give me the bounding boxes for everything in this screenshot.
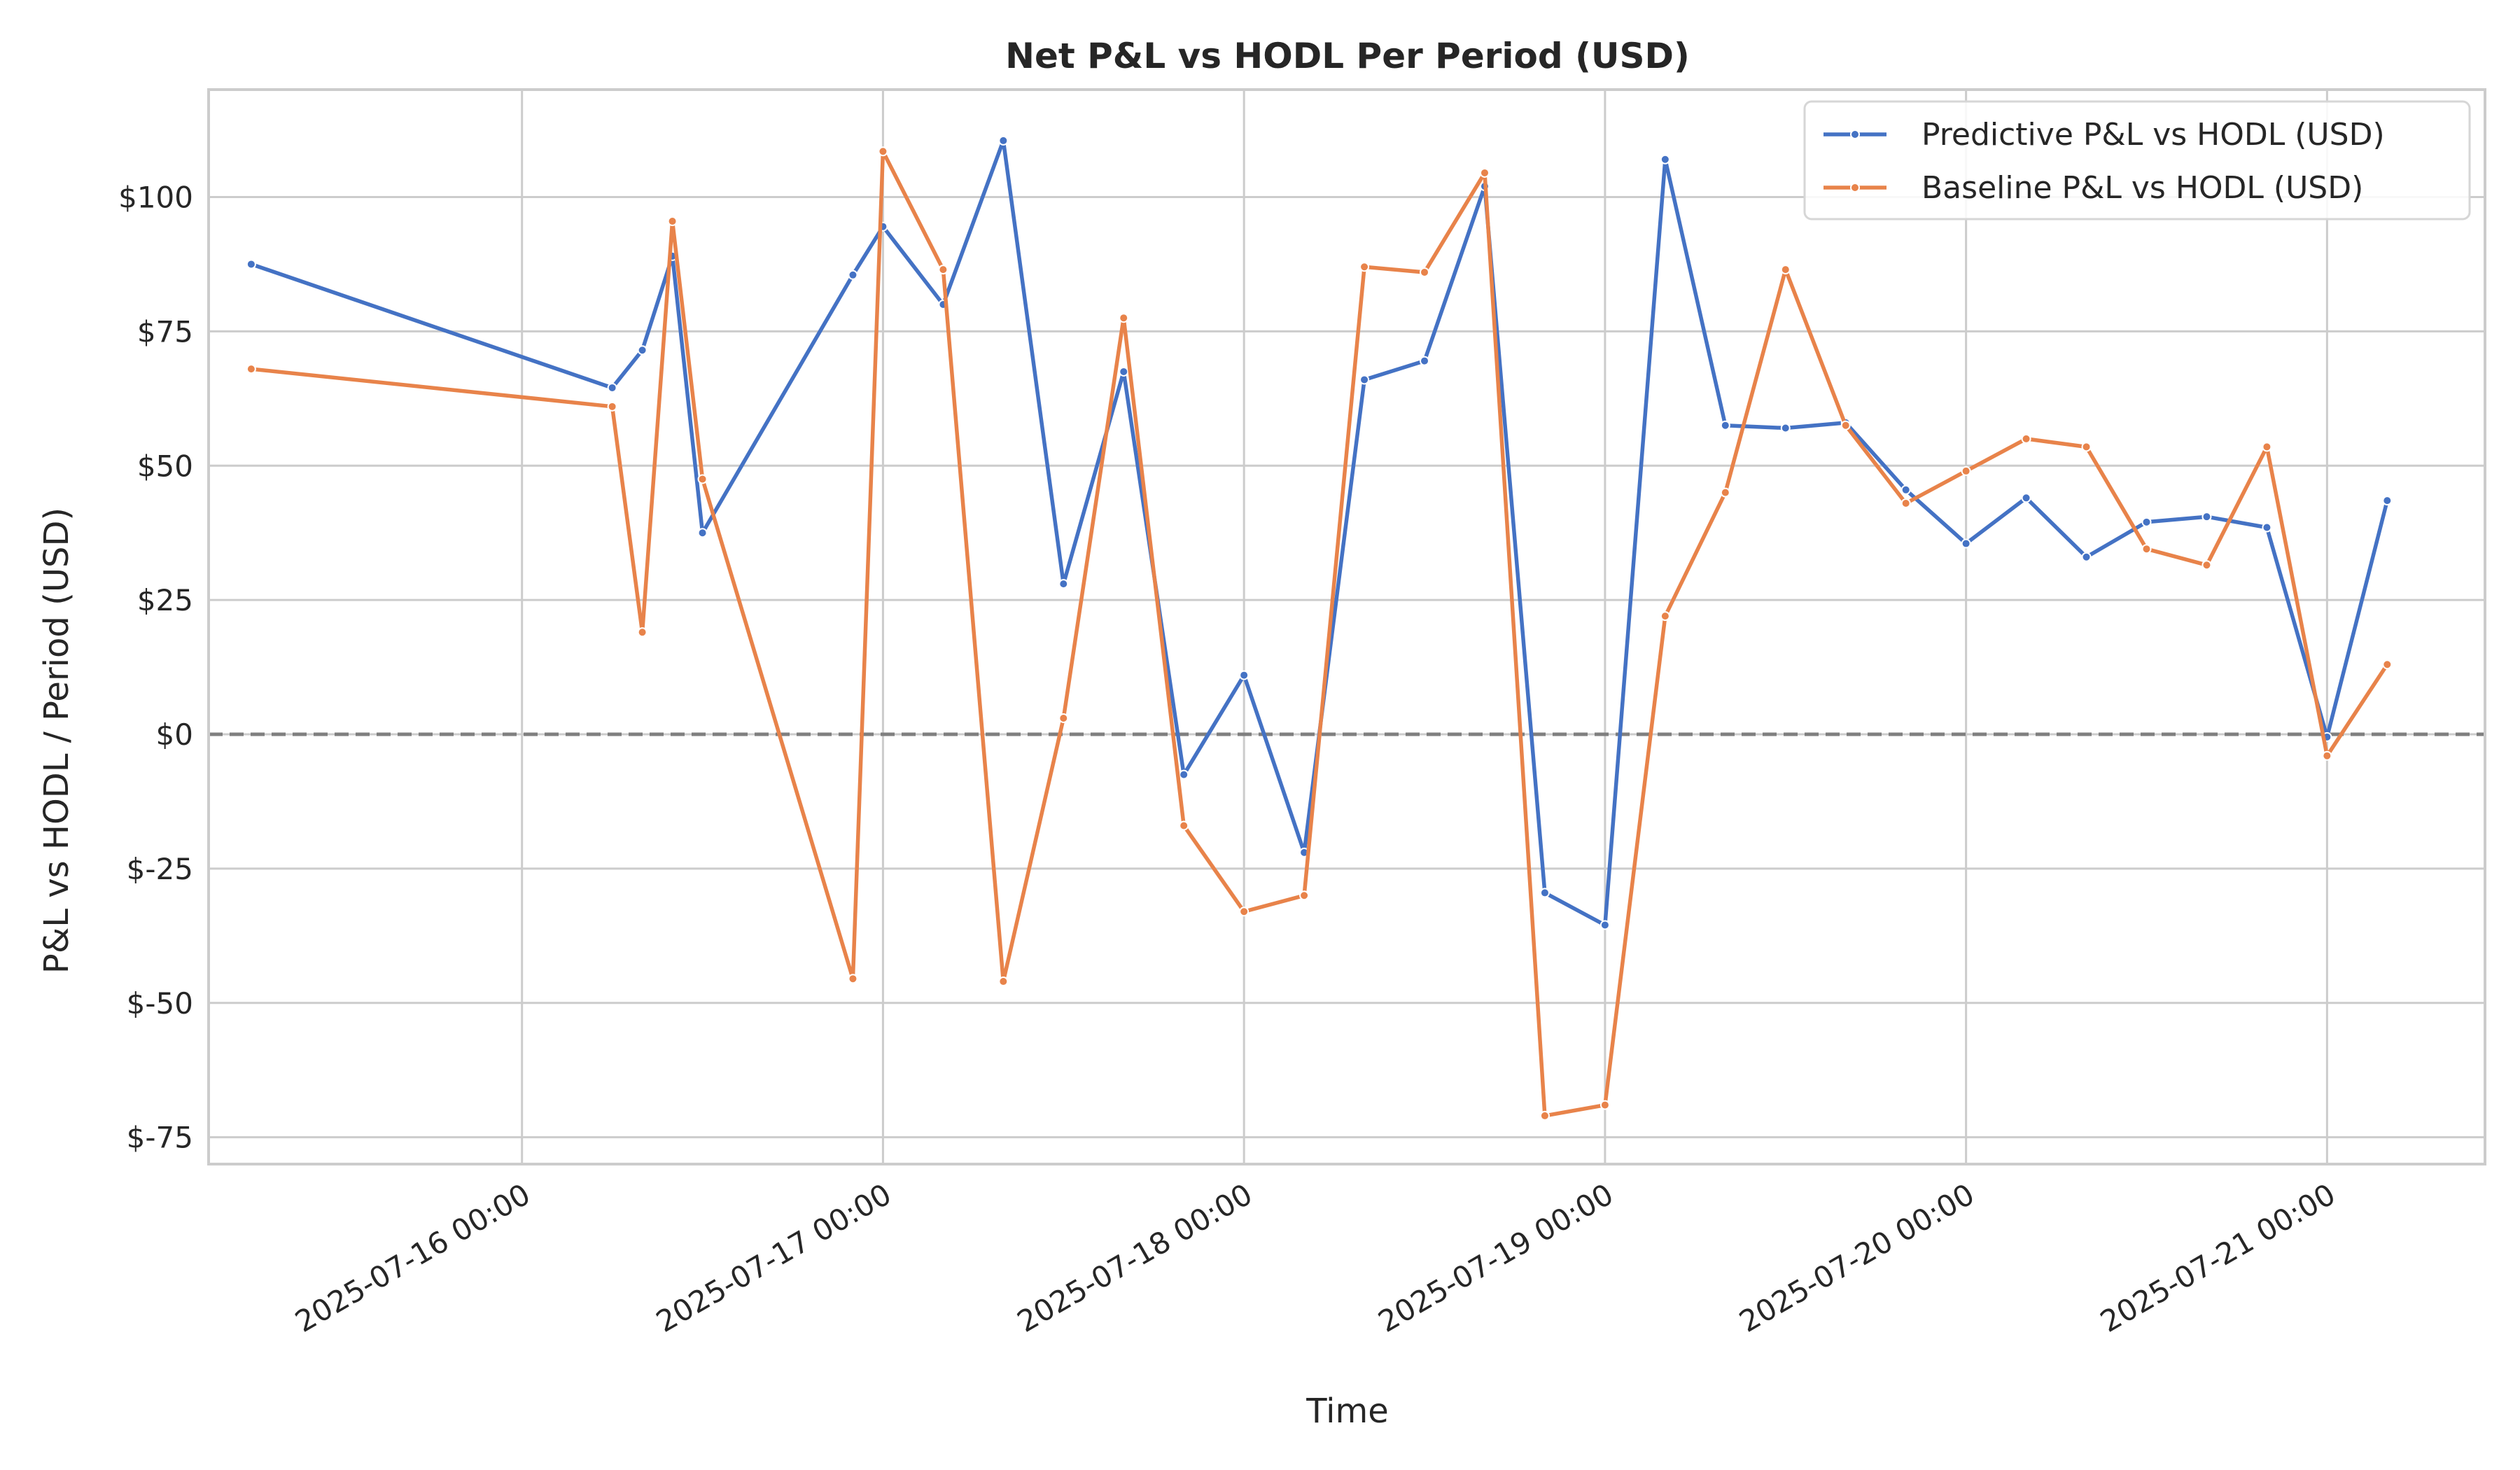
x-tick-label: 2025-07-18 00:00 [1011,1177,1258,1339]
y-tick-labels: $-75 $-50 $-25 $0 $25 $50 $75 $100 [118,181,193,1155]
data-point [246,259,256,270]
y-tick-label: $50 [137,449,193,483]
data-point [1539,888,1550,898]
data-point [1239,906,1250,917]
y-tick-label: $0 [156,718,193,752]
data-point [1780,423,1791,433]
data-point [998,976,1009,987]
data-point [1179,769,1189,780]
series-line-predictive [251,139,2389,927]
data-point [1359,262,1370,272]
y-tick-label: $-75 [127,1121,193,1155]
y-tick-label: $75 [137,314,193,349]
x-tick-label: 2025-07-17 00:00 [650,1177,897,1339]
legend: Predictive P&L vs HODL (USD) Baseline P&… [1803,100,2471,220]
data-point [1119,366,1129,377]
data-point [2141,544,2152,554]
data-point [998,135,1009,146]
data-point [1600,1100,1610,1110]
x-tick-label: 2025-07-16 00:00 [289,1177,536,1339]
data-point [1720,420,1730,430]
data-point [848,270,858,280]
y-tick-label: $25 [137,583,193,617]
y-axis-label: P&L vs HODL / Period (USD) [37,507,76,974]
data-point [2382,496,2393,506]
data-point [1299,890,1310,901]
data-point [2021,433,2031,444]
data-point [2262,442,2272,452]
chart-title: Net P&L vs HODL Per Period (USD) [1005,36,1690,76]
data-point [2322,750,2332,761]
data-point [607,382,617,393]
x-tick-label: 2025-07-20 00:00 [1733,1177,1980,1339]
data-point [1660,611,1670,622]
data-point [1660,154,1670,164]
data-point [1780,265,1791,275]
data-point [1900,484,1911,495]
x-tick-labels: 2025-07-16 00:00 2025-07-17 00:00 2025-07-… [289,1177,2341,1339]
data-point [2262,522,2272,533]
data-point [2021,493,2031,503]
y-tick-label: $-50 [127,986,193,1021]
data-point [1479,167,1490,178]
legend-marker-baseline [1850,183,1860,192]
data-point [1420,267,1430,277]
data-point [697,528,708,538]
data-point [848,974,858,984]
x-axis-label: Time [1306,1392,1388,1431]
data-point [1420,356,1430,366]
data-point [607,401,617,412]
data-point [667,216,678,227]
data-point [697,474,708,484]
data-point [1961,538,1971,549]
data-point [1058,713,1069,723]
data-point [938,265,948,275]
data-point [1720,487,1730,498]
data-point [1840,420,1851,430]
data-point [1900,498,1911,508]
data-point [1119,313,1129,323]
data-point [1239,670,1250,680]
data-point [1539,1110,1550,1121]
data-point [637,627,648,638]
data-point [2141,517,2152,527]
data-point [878,146,888,157]
data-point [2081,552,2092,562]
legend-box [1803,100,2471,220]
series-predictive [246,135,2393,930]
y-tick-label: $-25 [127,852,193,886]
data-point [1600,920,1610,930]
x-tick-label: 2025-07-19 00:00 [1373,1177,1619,1339]
data-point [2202,560,2212,570]
legend-label-baseline: Baseline P&L vs HODL (USD) [1921,170,2363,206]
data-point [1058,579,1069,589]
series-line-baseline [251,149,2389,1118]
data-point [1961,465,1971,476]
plot-frame [207,88,2486,1166]
data-point [1359,374,1370,385]
series-baseline [246,146,2393,1121]
legend-label-predictive: Predictive P&L vs HODL (USD) [1921,117,2385,153]
series-layer [246,135,2393,1121]
y-tick-label: $100 [118,181,193,215]
grid-lines [209,90,2485,1164]
legend-marker-predictive [1850,130,1860,139]
data-point [2081,442,2092,452]
data-point [2382,659,2393,670]
data-point [1179,820,1189,831]
data-point [246,364,256,374]
x-tick-label: 2025-07-21 00:00 [2094,1177,2341,1339]
data-point [2202,512,2212,522]
data-point [637,345,648,356]
